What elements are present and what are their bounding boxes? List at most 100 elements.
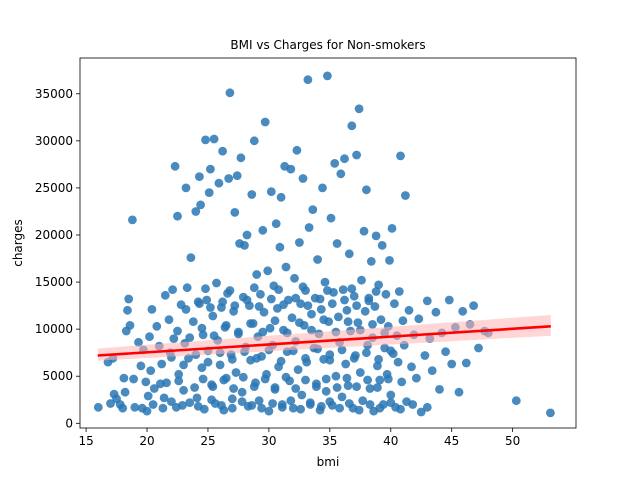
- data-point: [247, 190, 257, 199]
- data-point: [319, 315, 329, 325]
- data-point: [397, 377, 407, 387]
- data-point: [374, 354, 383, 364]
- data-point: [266, 187, 276, 197]
- data-point: [301, 353, 310, 363]
- data-point: [209, 134, 219, 144]
- data-point: [252, 270, 262, 279]
- data-point: [137, 403, 147, 413]
- x-tick-label: 30: [261, 434, 276, 448]
- data-point: [376, 315, 386, 325]
- data-point: [281, 372, 291, 382]
- data-point: [375, 375, 385, 385]
- data-point: [323, 71, 332, 81]
- data-point: [408, 400, 418, 409]
- data-point: [320, 277, 330, 287]
- data-point: [338, 285, 348, 294]
- plot-area: [93, 71, 555, 418]
- data-point: [275, 242, 285, 252]
- data-point: [304, 223, 314, 232]
- data-point: [124, 294, 134, 304]
- data-point: [167, 397, 176, 406]
- data-point: [447, 359, 457, 369]
- data-point: [119, 373, 129, 383]
- data-point: [141, 377, 151, 387]
- data-point: [181, 305, 191, 314]
- data-point: [469, 301, 478, 310]
- y-tick-label: 30000: [35, 134, 73, 148]
- data-point: [279, 300, 288, 310]
- data-point: [354, 405, 364, 415]
- x-tick-label: 25: [200, 434, 215, 448]
- data-point: [393, 357, 403, 367]
- data-point: [193, 401, 203, 411]
- data-point: [287, 313, 297, 323]
- y-tick-label: 15000: [35, 275, 73, 289]
- data-point: [337, 345, 347, 355]
- data-point: [225, 88, 235, 98]
- data-point: [258, 327, 268, 337]
- data-point: [230, 208, 240, 217]
- data-point: [330, 159, 340, 168]
- data-point: [252, 353, 262, 363]
- data-point: [326, 213, 336, 223]
- data-point: [347, 121, 357, 131]
- data-point: [242, 230, 252, 240]
- data-point: [270, 383, 280, 392]
- data-point: [236, 153, 246, 163]
- data-point: [268, 399, 277, 408]
- data-point: [146, 366, 156, 375]
- data-point: [344, 399, 354, 408]
- data-point: [375, 403, 385, 413]
- data-point: [276, 356, 286, 366]
- data-point: [291, 384, 301, 393]
- data-point: [420, 351, 430, 360]
- data-point: [334, 312, 343, 322]
- data-point: [352, 150, 361, 160]
- data-point: [196, 200, 206, 210]
- x-tick-label: 50: [505, 434, 520, 448]
- data-point: [260, 374, 270, 384]
- data-point: [258, 225, 268, 235]
- data-point: [355, 368, 365, 377]
- data-point: [431, 307, 441, 317]
- data-point: [134, 337, 143, 347]
- data-point: [365, 400, 375, 409]
- data-point: [321, 386, 331, 396]
- data-point: [315, 294, 325, 304]
- data-point: [394, 287, 404, 296]
- data-point: [214, 178, 224, 188]
- data-point: [197, 323, 207, 333]
- data-point: [383, 374, 393, 384]
- data-point: [354, 104, 364, 114]
- data-point: [357, 275, 366, 285]
- data-point: [396, 151, 405, 161]
- data-point: [174, 369, 184, 379]
- data-point: [386, 346, 396, 356]
- data-point: [422, 296, 432, 306]
- data-point: [332, 239, 342, 248]
- data-point: [331, 371, 341, 381]
- data-point: [291, 293, 301, 303]
- data-point: [308, 205, 318, 215]
- data-point: [157, 359, 167, 369]
- data-point: [159, 393, 169, 403]
- data-point: [412, 373, 421, 383]
- chart-title: BMI vs Charges for Non-smokers: [230, 38, 425, 52]
- x-axis-label: bmi: [317, 455, 340, 469]
- data-point: [337, 392, 347, 402]
- data-point: [373, 383, 382, 392]
- data-point: [387, 224, 397, 233]
- data-point: [206, 303, 215, 312]
- data-point: [129, 374, 139, 384]
- data-point: [227, 403, 237, 413]
- data-point: [511, 396, 521, 406]
- data-point: [191, 207, 201, 216]
- x-tick-label: 40: [383, 434, 398, 448]
- data-point: [173, 326, 182, 336]
- data-point: [461, 358, 471, 368]
- data-point: [225, 286, 235, 295]
- data-point: [270, 316, 280, 326]
- data-point: [312, 382, 321, 391]
- data-point: [240, 241, 249, 250]
- data-point: [266, 294, 276, 304]
